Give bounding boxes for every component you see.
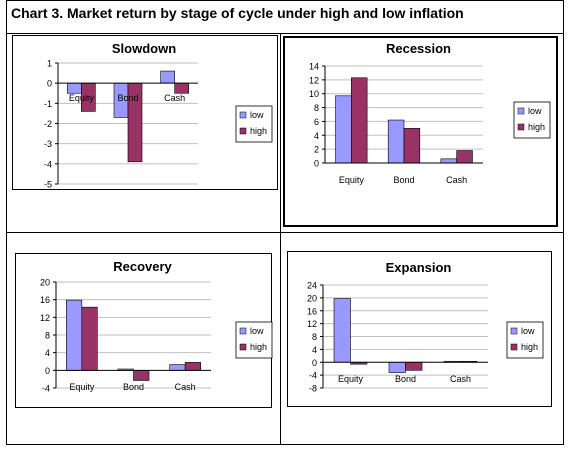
legend-label-high: high bbox=[250, 126, 267, 136]
legend-swatch-low bbox=[239, 111, 247, 119]
legend: low high bbox=[506, 321, 544, 359]
bar-low-bond bbox=[387, 119, 405, 164]
chart-title: Recession bbox=[386, 41, 451, 56]
y-tick-label: 12 bbox=[307, 319, 317, 329]
chart-title: Slowdown bbox=[112, 41, 176, 56]
figure-header: Chart 3. Market return by stage of cycle… bbox=[6, 0, 564, 34]
y-tick-label: 4 bbox=[45, 348, 50, 358]
bar-low-cash bbox=[160, 70, 175, 84]
legend-label-low: low bbox=[250, 110, 264, 120]
y-tick-label: -4 bbox=[309, 371, 317, 381]
bar-low-equity bbox=[335, 95, 352, 164]
legend-label-high: high bbox=[521, 342, 538, 352]
y-tick-label: 20 bbox=[307, 293, 317, 303]
legend: low high bbox=[235, 105, 273, 143]
legend-label-low: low bbox=[250, 326, 264, 336]
x-tick-label: Cash bbox=[450, 374, 471, 384]
x-tick-label: Bond bbox=[395, 374, 416, 384]
chart-expansion: Expansion -8 -4 0 4 8 12 16 20 24 Equity Bond Cash lo… bbox=[287, 251, 552, 407]
chart-svg: Recession 0 2 4 6 8 10 12 14 Equity Bond Cash low hig… bbox=[309, 41, 551, 185]
chart-svg: Recovery -4 0 4 8 12 16 20 Equity Bond Cash low high bbox=[40, 259, 273, 394]
legend-label-high: high bbox=[250, 342, 267, 352]
bar-high-bond bbox=[133, 370, 150, 381]
divider-vertical bbox=[280, 34, 281, 445]
legend-swatch-high bbox=[239, 343, 247, 351]
bar-low-cash bbox=[169, 364, 186, 371]
bar-low-equity bbox=[333, 298, 351, 363]
chart-slowdown: Slowdown -5 -4 -3 -2 -1 0 1 Equity Bond Cash low hig… bbox=[12, 35, 278, 190]
x-tick-label: Bond bbox=[123, 382, 144, 392]
legend-label-high: high bbox=[528, 122, 545, 132]
chart-svg: Expansion -8 -4 0 4 8 12 16 20 24 Equity Bond Cash lo… bbox=[307, 260, 544, 394]
y-tick-label: 0 bbox=[314, 159, 319, 169]
legend-label-low: low bbox=[528, 106, 542, 116]
legend-swatch-high bbox=[510, 343, 518, 351]
divider-horizontal bbox=[6, 232, 564, 233]
y-tick-label: 8 bbox=[312, 332, 317, 342]
bar-high-cash bbox=[184, 362, 201, 371]
y-tick-label: 0 bbox=[47, 79, 52, 89]
legend-label-low: low bbox=[521, 326, 535, 336]
legend: low high bbox=[235, 321, 273, 359]
y-tick-label: 16 bbox=[307, 306, 317, 316]
y-tick-label: 8 bbox=[45, 331, 50, 341]
y-tick-label: 24 bbox=[307, 281, 317, 291]
legend: low high bbox=[513, 101, 551, 139]
y-tick-label: -5 bbox=[44, 180, 52, 190]
y-tick-label: 8 bbox=[314, 103, 319, 113]
y-tick-label: 12 bbox=[309, 75, 319, 85]
chart-recession: Recession 0 2 4 6 8 10 12 14 Equity Bond Cash low hig… bbox=[283, 36, 558, 227]
bar-high-equity bbox=[351, 77, 368, 164]
y-tick-label: 0 bbox=[312, 358, 317, 368]
bar-low-cash bbox=[440, 158, 457, 164]
y-tick-label: 4 bbox=[314, 131, 319, 141]
x-tick-label: Cash bbox=[175, 382, 196, 392]
x-tick-label: Equity bbox=[69, 93, 95, 103]
legend-swatch-low bbox=[510, 327, 518, 335]
x-tick-label: Equity bbox=[69, 382, 95, 392]
bar-low-equity bbox=[67, 82, 82, 94]
bar-high-bond bbox=[405, 361, 423, 371]
y-tick-label: -4 bbox=[44, 159, 52, 169]
y-tick-label: 12 bbox=[40, 313, 50, 323]
bar-high-equity bbox=[81, 306, 98, 371]
x-tick-label: Cash bbox=[164, 93, 185, 103]
chart-title: Recovery bbox=[113, 259, 172, 274]
y-tick-label: -3 bbox=[44, 139, 52, 149]
y-tick-label: -2 bbox=[44, 119, 52, 129]
bar-high-cash bbox=[174, 82, 189, 94]
y-tick-label: 4 bbox=[312, 345, 317, 355]
y-tick-label: 1 bbox=[47, 59, 52, 69]
x-tick-label: Bond bbox=[393, 175, 414, 185]
figure-title: Chart 3. Market return by stage of cycle… bbox=[11, 5, 464, 21]
y-tick-label: 6 bbox=[314, 117, 319, 127]
figure-frame bbox=[6, 0, 564, 445]
x-tick-label: Equity bbox=[339, 175, 365, 185]
legend-swatch-low bbox=[239, 327, 247, 335]
chart-svg: Slowdown -5 -4 -3 -2 -1 0 1 Equity Bond Cash low hig… bbox=[44, 41, 273, 190]
x-tick-label: Equity bbox=[338, 374, 364, 384]
x-tick-label: Bond bbox=[117, 93, 138, 103]
y-tick-label: -8 bbox=[309, 384, 317, 394]
y-tick-label: 14 bbox=[309, 62, 319, 72]
y-tick-label: 0 bbox=[45, 366, 50, 376]
x-tick-label: Cash bbox=[446, 175, 467, 185]
bar-low-equity bbox=[66, 299, 83, 371]
y-tick-label: 2 bbox=[314, 145, 319, 155]
y-tick-label: 16 bbox=[40, 295, 50, 305]
chart-title: Expansion bbox=[386, 260, 452, 275]
y-tick-label: 20 bbox=[40, 278, 50, 288]
bar-high-cash bbox=[456, 150, 473, 164]
y-tick-label: -4 bbox=[42, 384, 50, 394]
legend-swatch-high bbox=[517, 123, 525, 131]
legend-swatch-low bbox=[517, 107, 525, 115]
chart-recovery: Recovery -4 0 4 8 12 16 20 Equity Bond Cash low high bbox=[15, 253, 273, 408]
bar-low-bond bbox=[388, 361, 406, 373]
y-tick-label: 10 bbox=[309, 89, 319, 99]
legend-swatch-high bbox=[239, 127, 247, 135]
y-tick-label: -1 bbox=[44, 99, 52, 109]
bar-high-bond bbox=[403, 128, 421, 164]
